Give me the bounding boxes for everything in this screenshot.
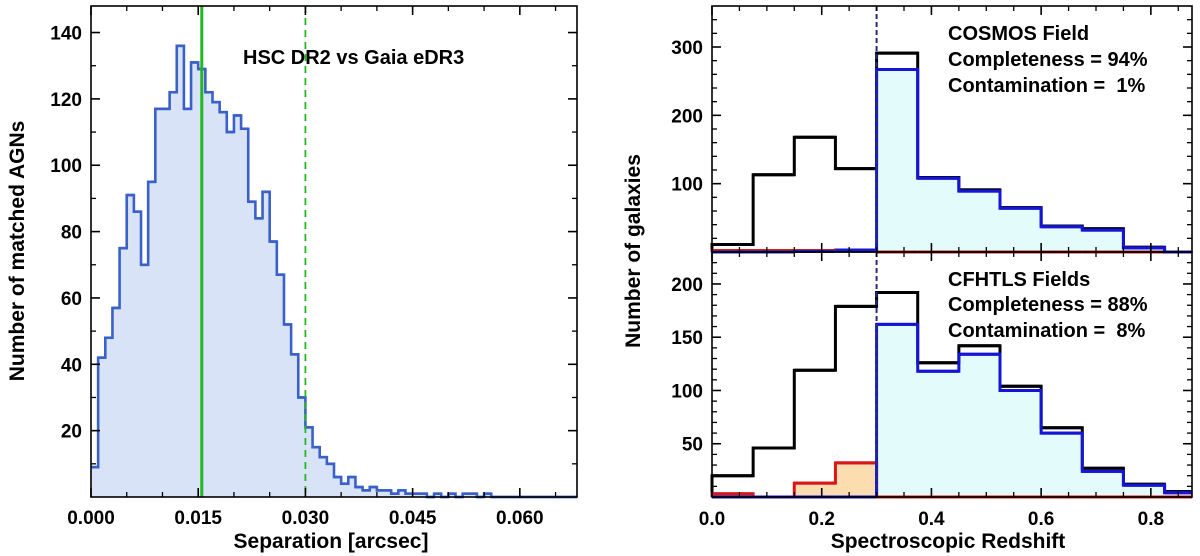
left-y-tick-label: 40 (61, 355, 82, 376)
cfhtls-completeness-label: Completeness = 88% (948, 294, 1148, 316)
cfhtls-x-tick-label: 0.8 (1138, 509, 1164, 530)
cfhtls-y-tick-label: 200 (671, 275, 703, 296)
cosmos-plot-area (710, 6, 1192, 254)
cosmos-contamination-label: Contamination = 1% (948, 75, 1145, 97)
left-x-tick-label: 0.000 (67, 508, 115, 529)
cosmos-selected-fill-8 (1041, 226, 1083, 252)
left-panel: 0.000 0.015 0.030 0.045 0.060 20 40 60 80 100 120 1… (6, 5, 578, 553)
left-x-tick-label: 0.015 (174, 508, 222, 529)
cfhtls-field-label: CFHTLS Fields (948, 269, 1090, 291)
cfhtls-x-tick-label: 0.6 (1028, 509, 1054, 530)
cfhtls-contamination-label: Contamination = 8% (948, 320, 1145, 342)
cosmos-selected-fill-10 (1123, 247, 1165, 252)
left-x-tick-label: 0.030 (282, 508, 330, 529)
right-x-axis-label: Spectroscopic Redshift (831, 530, 1066, 553)
cosmos-selected-fill-4 (876, 69, 918, 252)
cfhtls-x-tick-label: 0.2 (809, 509, 835, 530)
cfhtls-x-tick-label: 0.0 (699, 509, 725, 530)
cfhtls-y-tick-label: 100 (671, 381, 703, 402)
cfhtls-selected-fill-9 (1082, 471, 1124, 497)
cfhtls-contaminants-fill-3 (835, 462, 877, 497)
left-x-axis-label: Separation [arcsec] (234, 530, 429, 553)
left-axes-frame (90, 5, 578, 498)
cosmos-selected-fill-7 (1000, 208, 1042, 252)
cfhtls-selected-fill-4 (876, 324, 918, 497)
cosmos-y-tick-label: 300 (671, 38, 703, 59)
left-ticks: 0.000 0.015 0.030 0.045 0.060 20 40 60 80 100 120 1… (50, 6, 577, 529)
cosmos-y-tick-label: 100 (671, 175, 703, 196)
cosmos-selected-fill-6 (958, 191, 1000, 252)
cfhtls-ticks: 0.0 0.2 0.4 0.6 0.8 50 100 150 200 (671, 252, 1192, 530)
left-y-tick-label: 60 (61, 289, 82, 310)
cfhtls-axes-frame (711, 251, 1193, 498)
cfhtls-selected-fill-5 (917, 371, 959, 497)
cosmos-selected-outline (875, 68, 1192, 254)
right-panel: 100 200 300 0.0 0.2 0.4 0.6 0.8 50 100 150 200 COS… (622, 5, 1193, 553)
left-chart-title: HSC DR2 vs Gaia eDR3 (243, 47, 464, 69)
cosmos-y-tick-label: 200 (671, 106, 703, 127)
left-y-tick-label: 120 (50, 90, 82, 111)
cfhtls-x-tick-label: 0.4 (918, 509, 945, 530)
left-plot-area (91, 6, 577, 499)
left-y-tick-label: 80 (61, 223, 82, 244)
left-x-tick-label: 0.045 (389, 508, 437, 529)
left-y-tick-label: 100 (50, 156, 82, 177)
cosmos-selected-fill-5 (917, 178, 959, 252)
cfhtls-selected-outline (875, 322, 1192, 497)
cfhtls-selected-fill-8 (1041, 433, 1083, 497)
left-y-tick-label: 20 (61, 422, 82, 443)
cfhtls-selected-fill-7 (1000, 390, 1042, 497)
cfhtls-contaminants-outline (710, 461, 879, 499)
cfhtls-y-tick-label: 50 (682, 435, 703, 456)
left-x-tick-label: 0.060 (496, 508, 544, 529)
left-y-axis-label: Number of matched AGNs (6, 121, 29, 382)
cfhtls-contaminants-fill-2 (794, 483, 836, 497)
cfhtls-y-tick-label: 150 (671, 328, 703, 349)
cosmos-ticks: 100 200 300 (671, 6, 1192, 252)
right-y-axis-label: Number of galaxies (622, 154, 645, 348)
left-y-tick-label: 140 (50, 24, 82, 45)
left-histogram-fill (91, 45, 577, 497)
cosmos-completeness-label: Completeness = 94% (948, 49, 1148, 71)
cosmos-field-label: COSMOS Field (948, 23, 1089, 45)
cfhtls-selected-fill-6 (958, 354, 1000, 497)
cosmos-selected-fill-9 (1082, 230, 1124, 252)
cfhtls-selected-fill-10 (1123, 485, 1165, 497)
cfhtls-contaminants-fill-0 (712, 493, 754, 497)
